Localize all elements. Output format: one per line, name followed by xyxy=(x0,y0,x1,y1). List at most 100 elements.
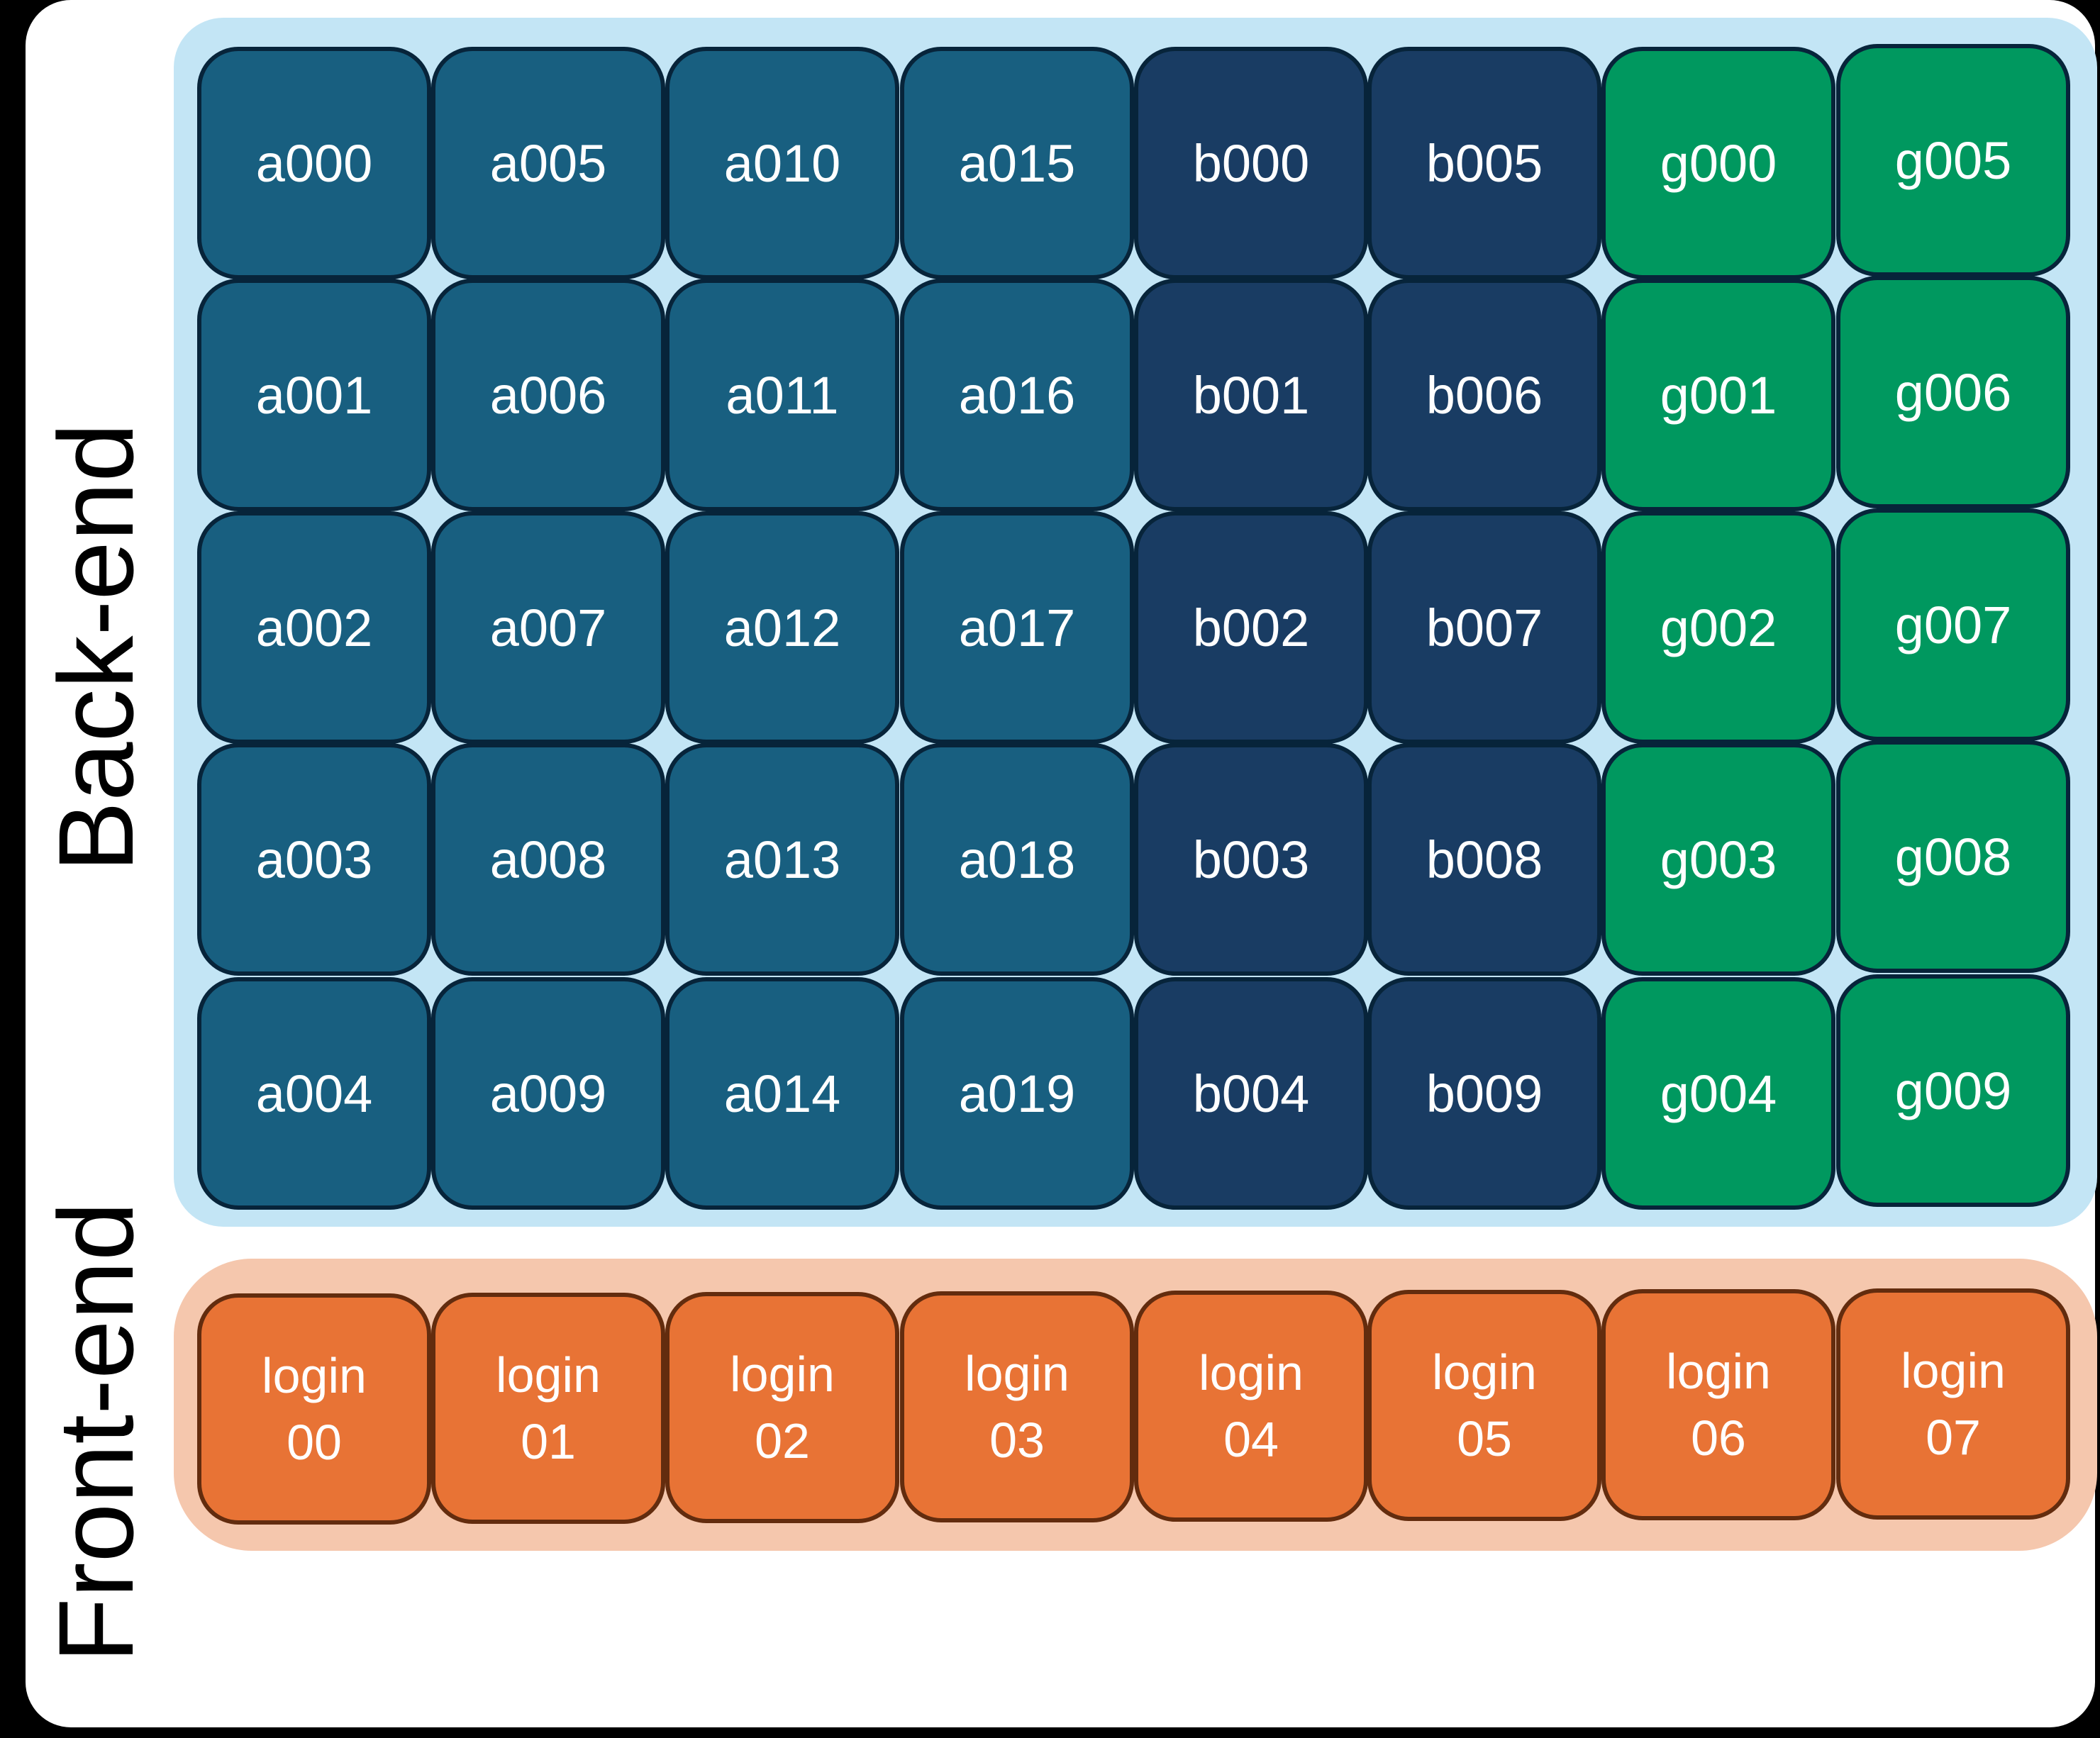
login-node-line2: 05 xyxy=(1457,1411,1512,1466)
login-node-line1: login xyxy=(965,1345,1070,1401)
node-label: a005 xyxy=(489,133,607,193)
node-label: b006 xyxy=(1426,365,1543,425)
node-label: g005 xyxy=(1894,130,2012,190)
node-tile: g007 xyxy=(1836,508,2070,741)
node-tile: a013 xyxy=(665,743,899,976)
back-end-label: Back-end xyxy=(36,423,155,872)
node-tile: a007 xyxy=(431,511,665,744)
node-tile: b009 xyxy=(1367,977,1601,1210)
node-tile: a014 xyxy=(665,977,899,1210)
login-node-tile: login 06 xyxy=(1601,1289,1835,1520)
node-tile: b000 xyxy=(1134,47,1368,279)
node-tile: a008 xyxy=(431,743,665,976)
login-node-line2: 02 xyxy=(755,1413,810,1469)
node-tile: a004 xyxy=(197,977,431,1210)
node-tile: g002 xyxy=(1601,511,1835,744)
node-label: a007 xyxy=(489,598,607,657)
login-node-line2: 06 xyxy=(1691,1410,1746,1466)
node-tile: b001 xyxy=(1134,279,1368,511)
node-tile: g000 xyxy=(1601,47,1835,279)
login-node-tile: login 04 xyxy=(1134,1291,1368,1522)
login-node-tile: login 01 xyxy=(431,1293,665,1524)
login-node-tile: login 00 xyxy=(197,1293,431,1525)
node-label: a018 xyxy=(958,830,1076,889)
login-node-line1: login xyxy=(1432,1344,1537,1400)
front-end-label: Front-end xyxy=(36,1201,155,1663)
login-node-line1: login xyxy=(1666,1343,1771,1399)
node-tile: a003 xyxy=(197,743,431,976)
node-label: a008 xyxy=(489,830,607,889)
node-label: b007 xyxy=(1426,598,1543,657)
node-tile: g006 xyxy=(1836,276,2070,508)
node-label: a000 xyxy=(255,133,373,193)
node-label: a015 xyxy=(958,133,1076,193)
node-label: g008 xyxy=(1894,827,2012,886)
node-tile: b003 xyxy=(1134,743,1368,976)
login-node-line1: login xyxy=(730,1346,835,1402)
login-node-line1: login xyxy=(1199,1344,1304,1400)
node-tile: b002 xyxy=(1134,511,1368,744)
node-tile: b008 xyxy=(1367,743,1601,976)
node-tile: g004 xyxy=(1601,977,1835,1210)
login-node-line1: login xyxy=(262,1347,367,1403)
login-node-line1: login xyxy=(496,1347,601,1403)
node-label: a017 xyxy=(958,598,1076,657)
login-node-tile: login 07 xyxy=(1836,1288,2070,1520)
node-tile: a001 xyxy=(197,279,431,511)
node-tile: b007 xyxy=(1367,511,1601,744)
node-tile: a010 xyxy=(665,47,899,279)
node-label: a004 xyxy=(255,1064,373,1123)
node-label: g004 xyxy=(1660,1064,1777,1123)
node-tile: a011 xyxy=(665,279,899,511)
node-tile: g003 xyxy=(1601,743,1835,976)
node-tile: g005 xyxy=(1836,44,2070,277)
node-label: g000 xyxy=(1660,133,1777,193)
login-node-line2: 01 xyxy=(521,1414,576,1469)
node-label: a013 xyxy=(723,830,841,889)
node-label: b005 xyxy=(1426,133,1543,193)
node-label: b003 xyxy=(1192,830,1310,889)
node-tile: a018 xyxy=(900,743,1134,976)
node-tile: a015 xyxy=(900,47,1134,279)
node-tile: a016 xyxy=(900,279,1134,511)
node-tile: a006 xyxy=(431,279,665,511)
node-tile: a017 xyxy=(900,511,1134,744)
node-label: g003 xyxy=(1660,830,1777,889)
node-label: b000 xyxy=(1192,133,1310,193)
node-label: b009 xyxy=(1426,1064,1543,1123)
node-label: a010 xyxy=(723,133,841,193)
node-tile: a000 xyxy=(197,47,431,279)
node-tile: a019 xyxy=(900,977,1134,1210)
node-label: a014 xyxy=(723,1064,841,1123)
node-label: g007 xyxy=(1894,595,2012,654)
login-node-line1: login xyxy=(1901,1342,2006,1398)
node-tile: a012 xyxy=(665,511,899,744)
node-tile: g008 xyxy=(1836,740,2070,973)
node-label: a002 xyxy=(255,598,373,657)
login-node-tile: login 05 xyxy=(1367,1290,1601,1521)
node-label: g006 xyxy=(1894,362,2012,422)
node-label: a011 xyxy=(726,365,839,425)
node-label: b004 xyxy=(1192,1064,1310,1123)
login-node-tile: login 02 xyxy=(665,1292,899,1523)
login-node-line2: 03 xyxy=(989,1413,1045,1468)
node-tile: a005 xyxy=(431,47,665,279)
node-label: g009 xyxy=(1894,1061,2012,1120)
node-label: g002 xyxy=(1660,598,1777,657)
login-node-line2: 00 xyxy=(287,1415,342,1470)
node-label: a016 xyxy=(958,365,1076,425)
node-tile: g009 xyxy=(1836,974,2070,1207)
node-label: a006 xyxy=(489,365,607,425)
node-tile: g001 xyxy=(1601,279,1835,511)
node-tile: b005 xyxy=(1367,47,1601,279)
node-label: a019 xyxy=(958,1064,1076,1123)
node-label: b008 xyxy=(1426,830,1543,889)
node-label: b001 xyxy=(1192,365,1310,425)
login-node-line2: 04 xyxy=(1223,1412,1279,1467)
node-label: a003 xyxy=(255,830,373,889)
node-label: g001 xyxy=(1660,365,1777,425)
node-label: b002 xyxy=(1192,598,1310,657)
node-label: a009 xyxy=(489,1064,607,1123)
node-tile: b006 xyxy=(1367,279,1601,511)
node-tile: a009 xyxy=(431,977,665,1210)
